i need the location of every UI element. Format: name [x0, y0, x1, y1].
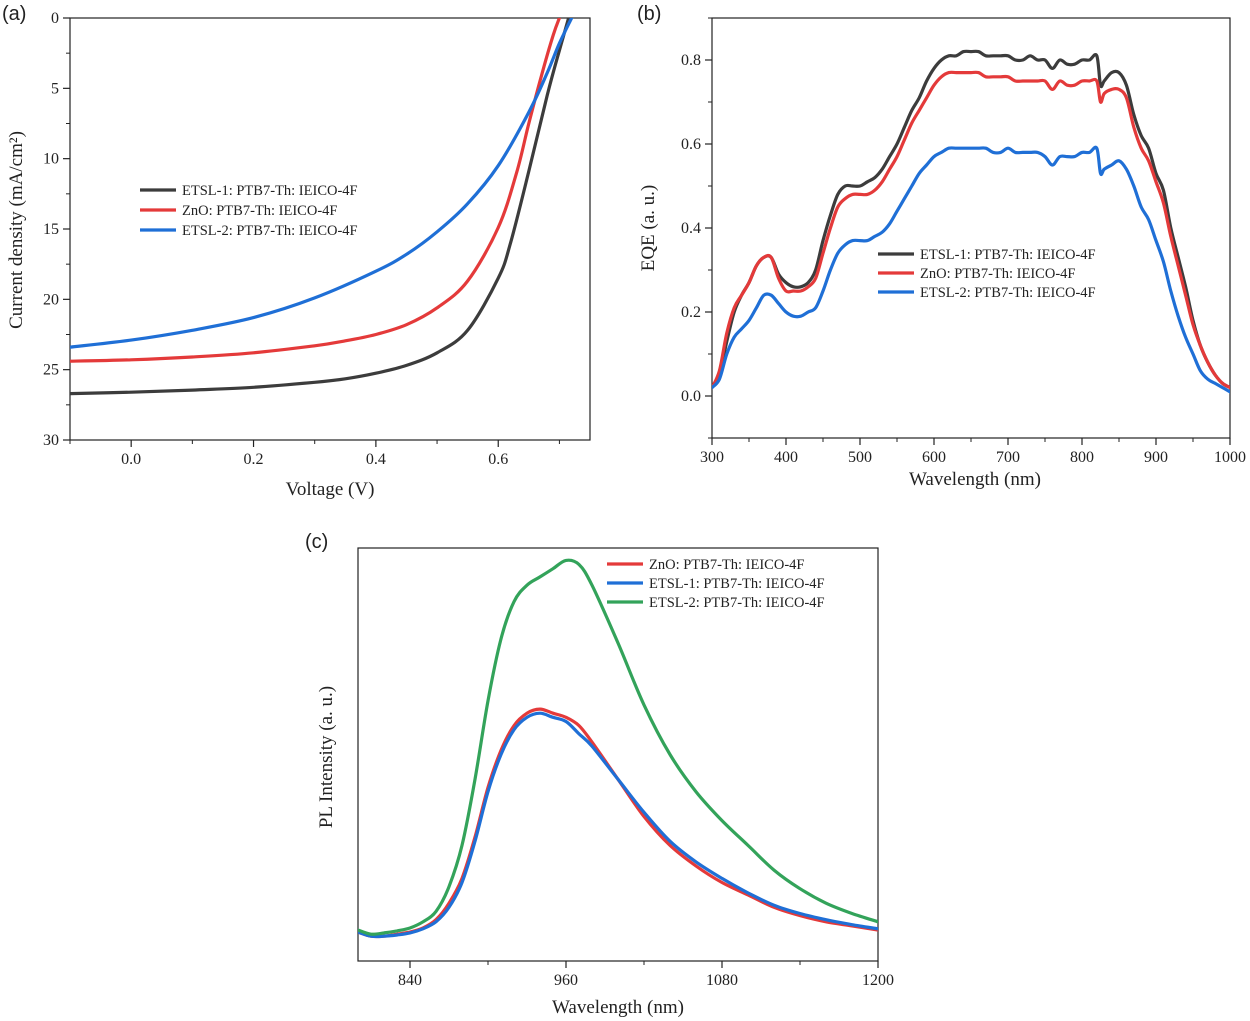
series-line-3: [70, 18, 574, 349]
y-tick-label: 15: [43, 221, 59, 238]
series-line-3: [358, 558, 878, 936]
x-axis-title: Voltage (V): [286, 479, 375, 500]
y-tick-label: 10: [43, 151, 59, 168]
x-tick-label: 500: [848, 449, 872, 466]
y-tick-label: 0.6: [681, 136, 701, 153]
x-tick-label: 800: [1070, 449, 1094, 466]
legend-label: ETSL-1: PTB7-Th: IEICO-4F: [920, 247, 1096, 263]
x-tick-label: 300: [700, 449, 724, 466]
series-line-3: [712, 145, 1230, 394]
series-line-1: [358, 707, 878, 939]
legend: ETSL-1: PTB7-Th: IEICO-4F ZnO: PTB7-Th: I…: [878, 247, 1096, 301]
legend-label: ETSL-1: PTB7-Th: IEICO-4F: [649, 576, 825, 592]
y-tick-label: 0.8: [681, 52, 701, 69]
x-tick-label: 960: [554, 972, 578, 989]
series-line-1: [70, 18, 571, 396]
x-tick-label: 0.0: [121, 451, 141, 468]
jv-plot-area: 0.0 0.2 0.4 0.6 0 5 10 15 20 25 30 Voltage (V) Curre…: [6, 10, 591, 500]
y-axis-title: PL Intensity (a. u.): [316, 686, 337, 828]
x-tick-label: 840: [398, 972, 422, 989]
x-tick-label: 0.2: [244, 451, 264, 468]
legend: ZnO: PTB7-Th: IEICO-4F ETSL-1: PTB7-Th: I…: [607, 557, 825, 611]
x-tick-label: 900: [1144, 449, 1168, 466]
legend-label: ZnO: PTB7-Th: IEICO-4F: [182, 203, 337, 219]
jv-curve-panel: (a) 0.0 0.2 0.4 0.6 0 5 10 15 20 25 30 Voltage (V) C…: [2, 3, 591, 500]
x-tick-label: 1000: [1214, 449, 1246, 466]
pl-panel: (c) 840 960 1080 1200 Wavelength (nm) PL Inte…: [305, 531, 894, 1018]
series-line-2: [358, 711, 878, 939]
y-axis-title: EQE (a. u.): [638, 185, 659, 272]
y-tick-label: 30: [43, 432, 59, 449]
series-line-1: [712, 49, 1230, 390]
x-tick-label: 0.6: [488, 451, 508, 468]
legend-label: ETSL-1: PTB7-Th: IEICO-4F: [182, 183, 358, 199]
x-tick-label: 400: [774, 449, 798, 466]
x-axis-title: Wavelength (nm): [552, 997, 684, 1018]
legend-label: ZnO: PTB7-Th: IEICO-4F: [920, 266, 1075, 282]
x-axis-title: Wavelength (nm): [909, 469, 1041, 490]
legend-label: ETSL-2: PTB7-Th: IEICO-4F: [649, 595, 825, 611]
eqe-panel: (b) 300 400 500 600 700 800 900 1000 0.0 0.2 0.4 0.…: [637, 3, 1246, 490]
series-line-2: [712, 70, 1230, 390]
panel-label-c: (c): [305, 531, 328, 553]
legend-label: ZnO: PTB7-Th: IEICO-4F: [649, 557, 804, 573]
pl-plot-area: 840 960 1080 1200 Wavelength (nm) PL Intensit…: [316, 547, 894, 1018]
x-tick-label: 0.4: [366, 451, 386, 468]
legend-label: ETSL-2: PTB7-Th: IEICO-4F: [920, 285, 1096, 301]
x-tick-label: 600: [922, 449, 946, 466]
legend-label: ETSL-2: PTB7-Th: IEICO-4F: [182, 223, 358, 239]
y-tick-label: 0: [51, 10, 59, 27]
y-tick-label: 25: [43, 362, 59, 379]
plot-frame: [357, 547, 879, 962]
y-tick-label: 0.0: [681, 388, 701, 405]
panel-label-a: (a): [2, 3, 26, 25]
y-tick-label: 20: [43, 291, 59, 308]
x-tick-label: 700: [996, 449, 1020, 466]
eqe-plot-area: 300 400 500 600 700 800 900 1000 0.0 0.2 0.4 0.6 0.8…: [638, 17, 1246, 490]
y-tick-label: 5: [51, 80, 59, 97]
legend: ETSL-1: PTB7-Th: IEICO-4F ZnO: PTB7-Th: I…: [140, 183, 358, 239]
x-tick-label: 1080: [706, 972, 738, 989]
panel-label-b: (b): [637, 3, 661, 25]
y-axis-title: Current density (mA/cm²): [6, 131, 27, 329]
y-tick-label: 0.4: [681, 220, 701, 237]
y-tick-label: 0.2: [681, 304, 701, 321]
x-tick-label: 1200: [862, 972, 894, 989]
